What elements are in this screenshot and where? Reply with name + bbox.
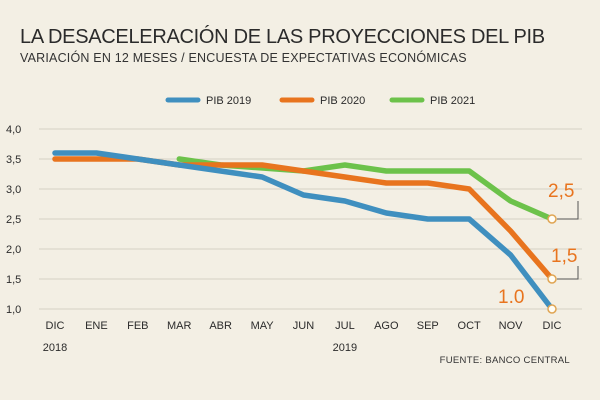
- end-point-marker: [547, 274, 557, 284]
- x-tick-label: JUN: [293, 320, 314, 332]
- callout-bracket: [557, 201, 579, 220]
- end-value-label: 2,5: [548, 181, 574, 202]
- x-tick-label: SEP: [417, 320, 439, 332]
- x-tick-label: MAR: [167, 320, 192, 332]
- chart-subtitle: VARIACIÓN EN 12 MESES / ENCUESTA DE EXPE…: [20, 51, 467, 65]
- x-tick-label: DIC: [543, 320, 562, 332]
- source-note: FUENTE: BANCO CENTRAL: [439, 355, 570, 366]
- x-tick-label: ABR: [209, 320, 232, 332]
- y-axis: 4,0 3,5 3,0 2,5 2,0 1,5 1,0: [6, 124, 21, 316]
- end-value-label: 1,5: [551, 246, 577, 267]
- legend: PIB 2019 PIB 2020 PIB 2021: [165, 95, 475, 107]
- x-tick-label: NOV: [499, 320, 524, 332]
- x-tick-label: AGO: [374, 320, 399, 332]
- x-tick-label: DIC: [46, 320, 65, 332]
- y-tick-label: 3,5: [6, 154, 21, 166]
- end-point-marker: [547, 304, 557, 314]
- legend-label: PIB 2021: [430, 95, 475, 107]
- end-value-label: 1.0: [498, 287, 524, 308]
- x-tick-label: ENE: [85, 320, 108, 332]
- y-tick-label: 2,0: [6, 244, 21, 256]
- x-tick-label: JUL: [335, 320, 355, 332]
- x-tick-label: MAY: [251, 320, 275, 332]
- y-tick-label: 1,5: [6, 274, 21, 286]
- x-axis: DIC ENE FEB MAR ABR MAY JUN JUL AGO SEP OCT NOV DIC 2…: [43, 320, 562, 354]
- x-year-label: 2019: [333, 342, 357, 354]
- legend-label: PIB 2019: [206, 95, 251, 107]
- x-year-label: 2018: [43, 342, 67, 354]
- legend-label: PIB 2020: [320, 95, 365, 107]
- end-markers: 1.0 1,5 2,5: [498, 181, 579, 314]
- y-tick-label: 4,0: [6, 124, 21, 136]
- y-tick-label: 2,5: [6, 214, 21, 226]
- x-tick-label: OCT: [458, 320, 482, 332]
- y-tick-label: 3,0: [6, 184, 21, 196]
- x-tick-label: FEB: [127, 320, 148, 332]
- chart-title: LA DESACELERACIÓN DE LAS PROYECCIONES DE…: [20, 26, 545, 48]
- gridlines: [39, 128, 582, 310]
- end-point-marker: [547, 214, 557, 224]
- series-line: [52, 150, 555, 312]
- series-lines: [52, 150, 555, 312]
- y-tick-label: 1,0: [6, 304, 21, 316]
- callout-bracket: [557, 266, 579, 280]
